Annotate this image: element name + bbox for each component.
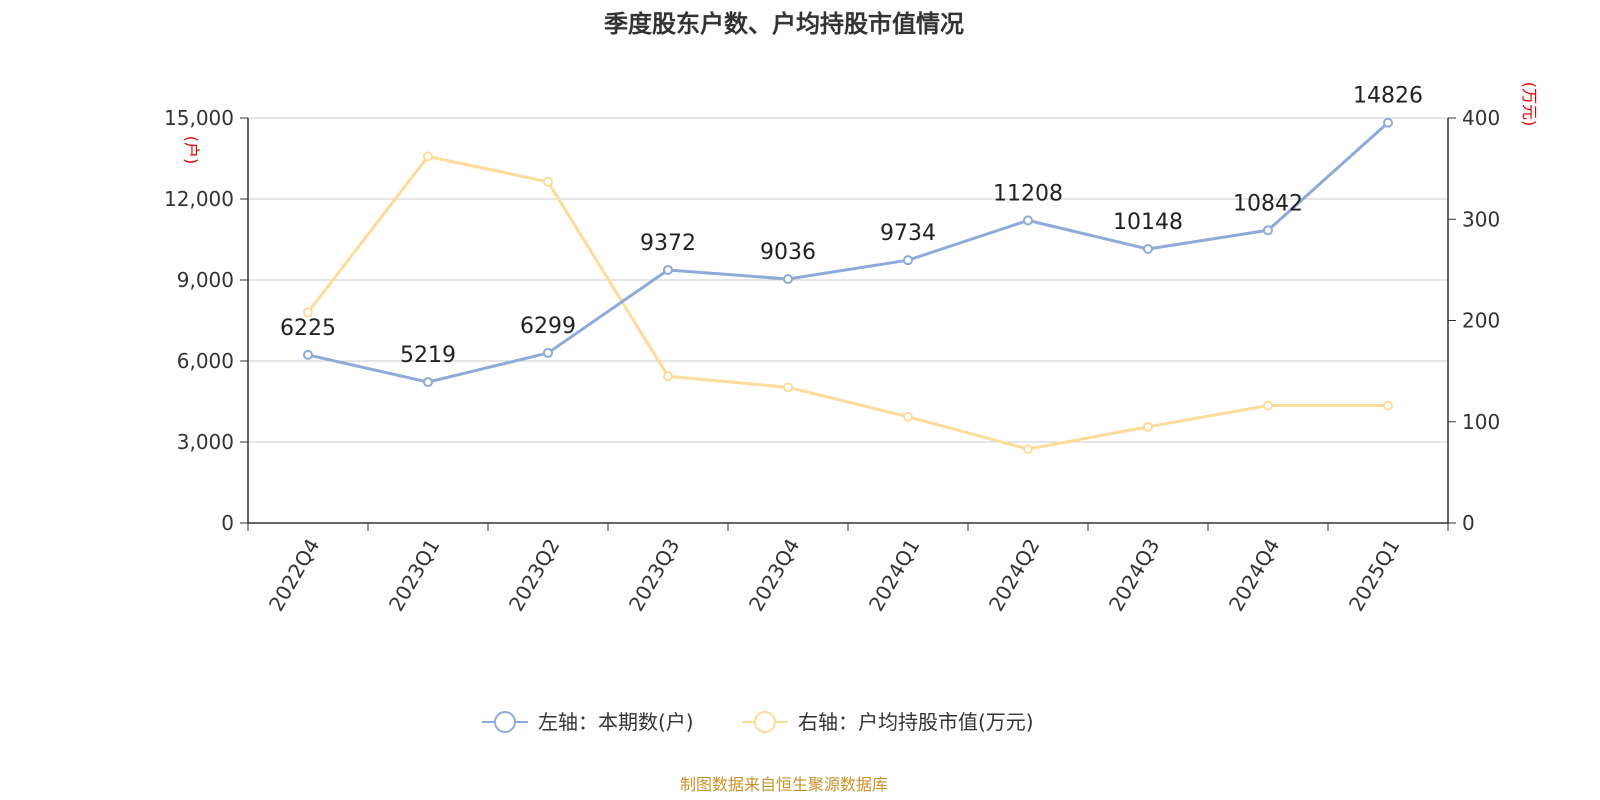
holders-count-line <box>307 121 1390 384</box>
source-note: 制图数据来自恒生聚源数据库 <box>680 775 888 794</box>
avg-holding-value-point <box>903 411 913 422</box>
legend-label: 左轴：本期数(户) <box>538 710 694 734</box>
left-tick-label: 9,000 <box>177 268 234 292</box>
data-points <box>303 117 1393 455</box>
holders-count-point <box>1263 225 1273 236</box>
avg-holding-value-point <box>1383 400 1393 411</box>
legend-marker <box>494 711 516 733</box>
left-axis-unit: (户) <box>182 136 201 165</box>
avg-holding-value-point <box>543 176 553 187</box>
holders-count-point <box>303 349 313 360</box>
data-label: 10148 <box>1113 210 1183 235</box>
avg-holding-value-point <box>423 151 433 162</box>
data-labels: 6225 5219 6299 9372 9036 9734 11208 10148 10842 1… <box>280 84 1423 368</box>
holders-count-point <box>543 347 553 358</box>
data-label: 9734 <box>880 221 936 246</box>
legend-label: 右轴：户均持股市值(万元) <box>798 710 1034 734</box>
x-tick-label: 2024Q2 <box>984 535 1044 616</box>
x-tick-label: 2023Q2 <box>504 535 564 616</box>
left-tick-label: 12,000 <box>164 187 234 211</box>
left-tick-label: 15,000 <box>164 106 234 130</box>
holders-count-point <box>783 274 793 285</box>
axes: 0 3,000 6,000 9,000 12,000 15,000 0 100 200 300 40… <box>164 82 1539 615</box>
legend-item-right-axis[interactable]: 右轴：户均持股市值(万元) <box>742 710 1034 734</box>
data-label: 10842 <box>1233 191 1303 216</box>
right-tick-label: 200 <box>1462 309 1500 333</box>
x-tick-label: 2025Q1 <box>1344 535 1404 616</box>
right-tick-label: 300 <box>1462 207 1500 231</box>
avg-holding-value-point <box>663 371 673 382</box>
avg-holding-value-point <box>783 382 793 393</box>
data-label: 14826 <box>1353 84 1423 109</box>
data-label: 11208 <box>993 181 1063 206</box>
legend-marker <box>754 711 776 733</box>
data-label: 6225 <box>280 316 336 341</box>
series-lines <box>306 121 1390 451</box>
right-tick-label: 400 <box>1462 106 1500 130</box>
left-tick-label: 6,000 <box>177 349 234 373</box>
data-label: 9036 <box>760 240 816 265</box>
x-tick-label: 2024Q3 <box>1104 535 1164 616</box>
x-tick-label: 2024Q4 <box>1224 535 1284 616</box>
data-label: 6299 <box>520 314 576 339</box>
holders-count-point <box>903 255 913 266</box>
holders-count-point <box>423 377 433 388</box>
right-tick-label: 0 <box>1462 511 1475 535</box>
grid-lines <box>248 117 1448 443</box>
avg-holding-value-point <box>1263 400 1273 411</box>
holders-count-point <box>1023 215 1033 226</box>
holders-count-point <box>1143 244 1153 255</box>
holders-count-point <box>663 264 673 275</box>
x-tick-label: 2022Q4 <box>264 535 324 616</box>
legend[interactable]: 左轴：本期数(户) 右轴：户均持股市值(万元) <box>482 710 1034 734</box>
right-axis-unit: (万元) <box>1520 82 1539 127</box>
right-tick-label: 100 <box>1462 410 1500 434</box>
data-label: 9372 <box>640 231 696 256</box>
x-tick-label: 2023Q3 <box>624 535 684 616</box>
left-tick-label: 0 <box>221 511 234 535</box>
x-tick-label: 2023Q1 <box>384 535 444 616</box>
x-tick-label: 2024Q1 <box>864 535 924 616</box>
chart-title: 季度股东户数、户均持股市值情况 <box>604 10 964 38</box>
left-tick-label: 3,000 <box>177 430 234 454</box>
avg-holding-value-point <box>1023 444 1033 455</box>
holders-count-point <box>1383 117 1393 128</box>
x-tick-label: 2023Q4 <box>744 535 804 616</box>
data-label: 5219 <box>400 343 456 368</box>
avg-holding-value-line <box>306 154 1388 451</box>
legend-item-left-axis[interactable]: 左轴：本期数(户) <box>482 710 694 734</box>
avg-holding-value-point <box>303 307 313 318</box>
avg-holding-value-point <box>1143 421 1153 432</box>
